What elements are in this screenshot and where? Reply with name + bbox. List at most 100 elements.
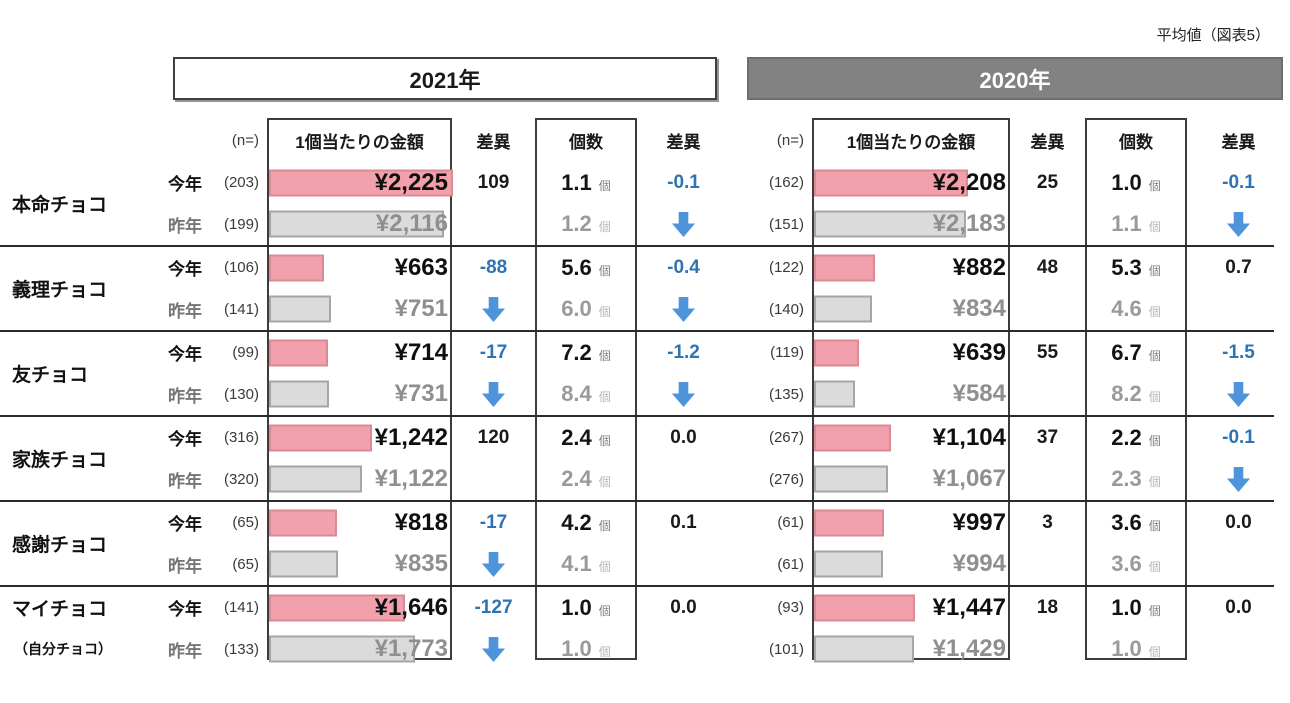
year-band-2021: 2021年 [173, 57, 717, 100]
down-arrow-icon [481, 551, 506, 577]
count-value-last: 1.0 個 [1085, 636, 1187, 662]
count-unit: 個 [598, 305, 611, 320]
amount-diff-cell: 109 [452, 162, 535, 245]
decrease-arrow [1187, 466, 1290, 492]
amount-diff-value: 37 [1036, 426, 1059, 448]
down-arrow-icon [481, 296, 506, 322]
column-header-row: (n=) 1個当たりの金額 差異 個数 差異 (n=) 1個当たりの金額 差異 … [0, 118, 1274, 162]
amount-diff-cell: -17 [452, 332, 535, 415]
n-value-last: (101) [768, 640, 804, 658]
count-cell: 1.1 個 1.2 個 [535, 162, 637, 245]
n-cell: (267) (276) [730, 417, 812, 500]
n-value-last: (141) [223, 300, 259, 318]
n-value-this: (99) [232, 344, 259, 362]
amount-value-this: ¥997 [952, 508, 1006, 536]
count-diff-value: -0.1 [1222, 171, 1255, 193]
amount-header-2020: 1個当たりの金額 [846, 132, 976, 152]
category-cell: 義理チョコ [0, 247, 165, 330]
count-diff-value: -1.2 [667, 341, 700, 363]
amount-value-this: ¥1,646 [374, 593, 448, 621]
count-unit: 個 [1148, 348, 1161, 363]
amount-bar-last [814, 295, 873, 323]
amount-diff-value: 120 [477, 426, 510, 448]
amount-bar-this [269, 169, 453, 197]
year-sublabel-cell: 今年 昨年 [165, 162, 213, 245]
count-cell: 7.2 個 8.4 個 [535, 332, 637, 415]
n-cell: (61) (61) [730, 502, 812, 585]
year-band-2020: 2020年 [747, 57, 1283, 100]
count-number: 4.1 [561, 551, 592, 577]
amount-diff-cell: 55 [1010, 332, 1085, 415]
count-unit: 個 [598, 390, 611, 405]
count-unit: 個 [1148, 518, 1161, 533]
count-cell: 1.0 個 1.0 個 [1085, 587, 1187, 670]
amount-bar-last [814, 380, 855, 408]
diff-header-2021b: 差異 [666, 132, 701, 152]
n-value-last: (130) [223, 385, 259, 403]
count-value-last: 2.3 個 [1085, 466, 1187, 492]
amount-diff-cell: 48 [1010, 247, 1085, 330]
category-label: 友チョコ [12, 365, 89, 386]
year-sublabel-cell: 今年 昨年 [165, 502, 213, 585]
amount-bar-last [814, 635, 914, 663]
count-diff-value: -0.1 [1222, 426, 1255, 448]
decrease-arrow [1187, 381, 1290, 407]
count-cell: 5.6 個 6.0 個 [535, 247, 637, 330]
category-label: 感謝チョコ [12, 535, 108, 556]
amount-value-this: ¥882 [952, 253, 1006, 281]
count-unit: 個 [598, 178, 611, 193]
down-arrow-icon [1226, 381, 1251, 407]
count-unit: 個 [1148, 475, 1161, 490]
count-number: 2.4 [561, 424, 592, 450]
amount-cell: ¥882 ¥834 [812, 247, 1010, 330]
count-unit: 個 [1148, 263, 1161, 278]
n-value-last: (140) [768, 300, 804, 318]
amount-value-this: ¥1,104 [932, 423, 1006, 451]
n-cell: (141) (133) [213, 587, 267, 670]
count-unit: 個 [1148, 645, 1161, 660]
n-cell: (65) (65) [213, 502, 267, 585]
count-value-this: 1.0 個 [535, 595, 637, 621]
count-value-last: 8.2 個 [1085, 381, 1187, 407]
count-number: 3.6 [1111, 509, 1142, 535]
count-diff-cell: 0.1 [637, 502, 730, 585]
amount-bar-last [814, 550, 884, 578]
down-arrow-icon [671, 211, 696, 237]
count-unit: 個 [1148, 433, 1161, 448]
amount-cell: ¥997 ¥994 [812, 502, 1010, 585]
count-unit: 個 [1148, 603, 1161, 618]
amount-bar-last [269, 635, 416, 663]
n-value-this: (65) [232, 514, 259, 532]
count-value-this: 2.4 個 [535, 425, 637, 451]
amount-bar-this [814, 424, 891, 452]
count-number: 4.2 [561, 509, 592, 535]
count-number: 1.2 [561, 211, 592, 237]
n-value-this: (106) [223, 259, 259, 277]
amount-value-last: ¥1,122 [374, 465, 448, 493]
category-cell: マイチョコ （自分チョコ） [0, 587, 165, 670]
count-cell: 1.0 個 1.0 個 [535, 587, 637, 670]
amount-value-last: ¥1,067 [932, 465, 1006, 493]
category-label: 本命チョコ [12, 195, 108, 216]
count-diff-cell: -0.1 [1187, 417, 1290, 500]
amount-value-this: ¥2,208 [932, 168, 1006, 196]
count-value-this: 2.2 個 [1085, 425, 1187, 451]
count-diff-cell: 0.7 [1187, 247, 1290, 330]
figure-note: 平均値（図表5） [1156, 27, 1270, 44]
count-value-last: 3.6 個 [1085, 551, 1187, 577]
amount-bar-last [269, 210, 444, 238]
category-cell: 家族チョコ [0, 417, 165, 500]
count-diff-value: -0.4 [667, 256, 700, 278]
amount-cell: ¥818 ¥835 [267, 502, 452, 585]
n-value-this: (162) [768, 174, 804, 192]
count-unit: 個 [598, 433, 611, 448]
count-unit: 個 [598, 475, 611, 490]
count-number: 6.7 [1111, 339, 1142, 365]
last-year-label: 昨年 [168, 216, 202, 236]
count-number: 6.0 [561, 296, 592, 322]
amount-value-last: ¥835 [394, 550, 448, 578]
n-value-last: (151) [768, 215, 804, 233]
amount-value-last: ¥584 [952, 380, 1006, 408]
amount-cell: ¥1,104 ¥1,067 [812, 417, 1010, 500]
